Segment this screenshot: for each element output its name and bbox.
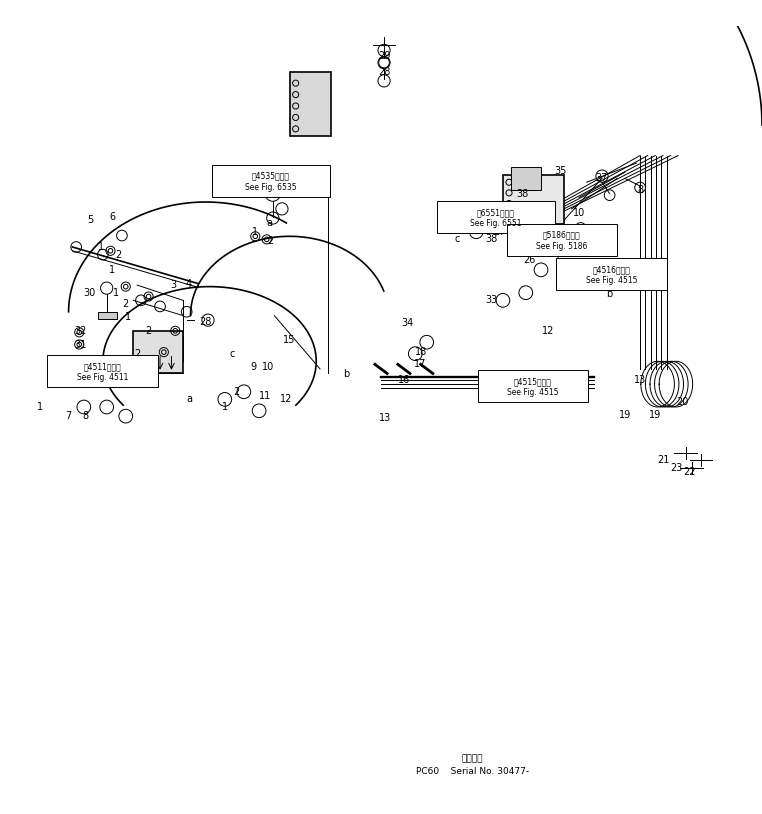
Text: 24: 24: [450, 216, 462, 225]
Text: 12: 12: [280, 394, 292, 405]
Bar: [47, 355, 158, 387]
Text: 13: 13: [379, 414, 391, 423]
Text: See Fig. 6535: See Fig. 6535: [245, 182, 296, 191]
Text: 1: 1: [222, 402, 228, 412]
Text: 11: 11: [259, 391, 271, 400]
Bar: [511, 167, 541, 190]
Text: 第4511図参照: 第4511図参照: [84, 362, 121, 371]
Text: 13: 13: [634, 375, 646, 385]
Text: 28: 28: [200, 317, 212, 326]
Bar: [507, 224, 617, 256]
Text: 6: 6: [110, 212, 116, 221]
Bar: [437, 201, 555, 234]
Text: 第5186図参照: 第5186図参照: [543, 231, 581, 240]
Text: 25: 25: [649, 269, 661, 278]
Text: See Fig. 4515: See Fig. 4515: [507, 388, 559, 397]
Text: 7: 7: [66, 411, 72, 421]
Text: 22: 22: [684, 466, 696, 477]
Text: 1: 1: [37, 402, 43, 412]
Bar: [478, 370, 588, 402]
Text: 9: 9: [251, 361, 257, 372]
Text: 16: 16: [398, 375, 410, 385]
Text: 31: 31: [74, 339, 86, 349]
Text: 38: 38: [516, 189, 528, 199]
Text: 第4515図参照: 第4515図参照: [514, 377, 552, 386]
Text: 35: 35: [554, 166, 566, 176]
Text: 28: 28: [379, 67, 391, 77]
Text: 2: 2: [233, 387, 239, 396]
Text: 適用号機: 適用号機: [462, 755, 483, 764]
Text: 2: 2: [134, 348, 140, 359]
Bar: [503, 174, 564, 224]
Text: 19: 19: [619, 409, 631, 420]
Text: b: b: [344, 370, 350, 379]
Text: 15: 15: [289, 169, 301, 180]
Text: 1: 1: [113, 287, 119, 298]
Text: 1: 1: [252, 227, 258, 237]
Text: 29: 29: [379, 51, 391, 62]
Text: 第4516図参照: 第4516図参照: [593, 265, 630, 274]
Bar: [212, 164, 330, 197]
Text: a: a: [266, 217, 272, 228]
Text: 27: 27: [493, 227, 505, 237]
Text: 4: 4: [186, 278, 192, 288]
Text: 1: 1: [125, 312, 131, 322]
Text: 2: 2: [123, 299, 129, 309]
Text: 19: 19: [649, 409, 661, 420]
Text: 26: 26: [535, 236, 547, 246]
Text: 32: 32: [74, 326, 86, 336]
Text: 5: 5: [87, 216, 93, 225]
Text: 14: 14: [268, 181, 280, 191]
Text: 6: 6: [565, 273, 571, 282]
Text: See Fig. 4511: See Fig. 4511: [77, 373, 128, 382]
Text: 1: 1: [109, 265, 115, 275]
Text: 34: 34: [402, 318, 414, 328]
Bar: [556, 258, 667, 291]
Text: 17: 17: [415, 358, 427, 369]
Text: 37: 37: [596, 173, 608, 183]
Text: 21: 21: [657, 455, 669, 466]
Text: 8: 8: [637, 185, 643, 195]
Text: 2: 2: [146, 326, 152, 336]
Bar: [290, 72, 331, 137]
Bar: [98, 312, 117, 319]
Text: 10: 10: [262, 361, 274, 372]
Text: See Fig. 6551: See Fig. 6551: [470, 219, 521, 228]
Text: b: b: [607, 289, 613, 300]
Text: 20: 20: [676, 396, 688, 407]
Text: 10: 10: [501, 219, 513, 229]
Text: 第4535図参照: 第4535図参照: [252, 172, 290, 181]
Text: 27: 27: [558, 261, 570, 271]
Text: 15: 15: [283, 335, 296, 345]
Text: 36: 36: [573, 232, 585, 242]
Text: See Fig. 5186: See Fig. 5186: [536, 242, 588, 251]
Text: 26: 26: [523, 255, 536, 265]
Text: 2: 2: [267, 236, 274, 246]
Text: 33: 33: [485, 295, 498, 305]
Text: 第6551図参照: 第6551図参照: [477, 208, 514, 217]
Text: 3: 3: [171, 280, 177, 290]
Text: 10: 10: [573, 208, 585, 217]
Bar: [133, 330, 183, 373]
Text: 12: 12: [543, 326, 555, 336]
Text: 4: 4: [553, 250, 559, 260]
Text: 1: 1: [98, 242, 104, 252]
Text: c: c: [454, 234, 460, 244]
Text: 18: 18: [415, 347, 427, 357]
Text: See Fig. 4515: See Fig. 4515: [586, 276, 637, 286]
Text: c: c: [229, 348, 235, 359]
Text: 23: 23: [671, 463, 683, 473]
Text: 38: 38: [485, 234, 498, 244]
Text: a: a: [186, 394, 192, 405]
Text: PC60    Serial No. 30477-: PC60 Serial No. 30477-: [416, 767, 529, 776]
Text: 30: 30: [84, 287, 96, 298]
Text: 2: 2: [53, 378, 59, 387]
Text: 2: 2: [115, 250, 121, 260]
Text: 8: 8: [82, 411, 88, 421]
